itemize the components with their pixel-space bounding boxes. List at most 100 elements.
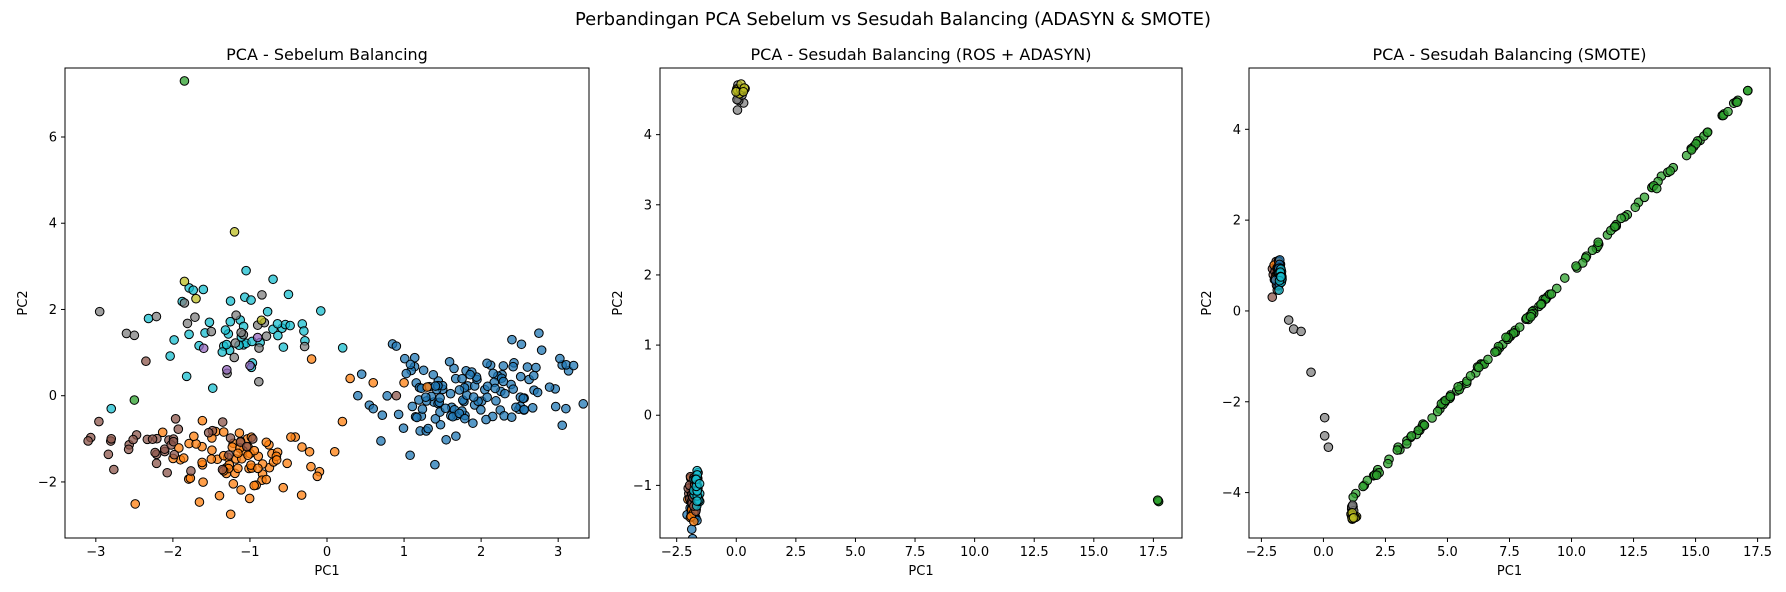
scatter-point-blue [444,356,455,367]
scatter-point-gray [1323,442,1334,452]
scatter-point-blue [401,368,412,379]
scatter-point-blue [428,369,439,380]
scatter-point-orange [337,416,348,427]
scatter-point-blue [482,358,492,369]
scatter-point-cyan [299,326,309,336]
scatter-point-orange [249,445,260,456]
scatter-point-cyan [143,313,154,324]
scatter-point-green [1348,492,1358,502]
x-tick-label: 2 [477,545,485,560]
scatter-point-cyan [246,295,256,305]
scatter-point-green [1483,354,1493,365]
scatter-point-blue [561,403,571,414]
y-tick-label: 2 [1233,214,1241,229]
y-tick-label: 3 [644,198,652,213]
scatter-point-orange [218,427,229,437]
x-tick-label: 5.0 [845,545,866,560]
scatter-point-cyan [217,347,228,357]
scatter-point-orange [271,455,282,465]
y-tick-label: 0 [1233,304,1241,319]
scatter-point-gray [299,341,310,352]
scatter-point-green [1392,445,1403,455]
scatter-point-blue [399,353,410,364]
scatter-point-green [1432,406,1443,417]
y-tick-label: −2 [1222,395,1241,410]
y-axis-label: PC2 [16,290,31,315]
scatter-point-gray [254,343,264,353]
scatter-point-green [1630,202,1641,213]
scatter-point-green [1616,213,1626,224]
scatter-point-blue [516,339,527,350]
scatter-point-green [1427,413,1437,423]
scatter-point-blue [398,423,409,433]
scatter-point-blue [507,334,517,345]
scatter-point-blue [435,393,445,403]
scatter-point-orange [689,516,699,527]
scatter-point-blue [430,381,441,391]
scatter-point-orange [306,461,316,472]
scatter-point-purple [222,365,232,375]
scatter-point-blue [420,392,431,402]
x-tick-label: 7.5 [905,545,926,560]
scatter-point-brown [109,464,119,475]
y-tick-label: 0 [644,409,652,424]
scatter-point-cyan [272,318,283,329]
scatter-point-cyan [283,289,294,300]
scatter-point-blue [518,393,528,404]
scatter-point-orange [130,499,141,509]
scatter-point-blue [568,360,579,371]
scatter-point-blue [356,369,367,379]
scatter-point-brown [391,390,402,401]
scatter-point-green [1445,391,1456,402]
scatter-point-green [1501,332,1511,343]
scatter-point-orange [244,493,255,504]
scatter-point-blue [430,459,440,470]
x-tick-label: 17.5 [1139,545,1168,560]
subplot-title: PCA - Sesudah Balancing (SMOTE) [1372,45,1646,64]
scatter-point-purple [245,360,255,371]
x-tick-label: 15.0 [1681,545,1710,560]
scatter-point-green [1402,439,1412,449]
scatter-point-cyan [273,330,283,341]
scatter-point-blue [527,403,538,413]
scatter-point-green [1665,166,1676,176]
scatter-point-blue [488,368,498,379]
scatter-point-green [1571,261,1581,271]
scatter-point-cyan [165,351,175,361]
scatter-point-blue [440,403,451,414]
scatter-point-blue [506,412,517,423]
scatter-point-cyan [169,335,179,345]
scatter-point-green [1413,425,1424,436]
scatter-point-green [1474,362,1484,373]
scatter-point-cyan [204,317,215,328]
scatter-point-green [1525,312,1536,322]
scatter-point-green [1152,495,1163,505]
scatter-point-blue [687,533,698,538]
scatter-point-green [1406,431,1417,441]
scatter-point-gray [236,327,246,338]
axes-frame [64,67,590,539]
scatter-point-blue [449,363,459,374]
subplot-title: PCA - Sebelum Balancing [226,45,428,64]
y-tick-label: 4 [49,217,57,232]
scatter-point-orange [312,471,323,482]
scatter-point-brown [169,449,180,460]
scatter-point-orange [422,382,432,392]
scatter-point-brown [186,466,196,476]
scatter-point-blue [555,353,565,364]
scatter-point-orange [234,428,245,438]
scatter-point-blue [508,361,518,372]
scatter-point-brown [141,356,151,367]
scatter-point-blue [412,412,422,423]
scatter-point-blue [499,411,509,421]
scatter-point-blue [454,385,465,395]
subplot-title: PCA - Sesudah Balancing (ROS + ADASYN) [751,45,1092,64]
scatter-point-olive [179,276,190,287]
scatter-point-cyan [1276,272,1286,282]
scatter-point-blue [491,396,501,406]
figure-title: Perbandingan PCA Sebelum vs Sesudah Bala… [575,9,1211,30]
scatter-point-green [1639,192,1650,203]
x-tick-label: 15.0 [1079,545,1108,560]
scatter-point-orange [368,377,379,388]
scatter-point-blue [405,450,415,461]
